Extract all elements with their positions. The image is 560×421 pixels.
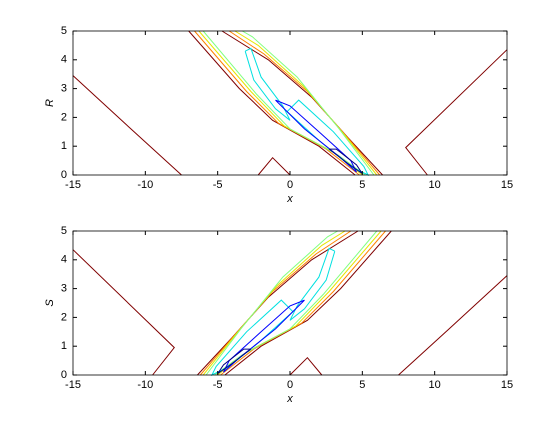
- x-tick-label: 10: [429, 179, 441, 191]
- y-tick-label: 3: [61, 283, 67, 295]
- x-tick-label: 10: [429, 379, 441, 391]
- y-tick-label: 4: [61, 254, 67, 266]
- y-tick-label: 0: [61, 369, 67, 381]
- x-tick-label: -5: [213, 379, 223, 391]
- contour-line: [72, 230, 508, 376]
- contour-line: [202, 230, 382, 376]
- x-tick-label: -15: [65, 179, 81, 191]
- contour-line: [217, 348, 252, 375]
- x-axis-label: x: [286, 393, 293, 405]
- contour-line: [202, 30, 375, 176]
- y-tick-label: 5: [61, 225, 67, 237]
- x-tick-label: 5: [359, 379, 365, 391]
- x-tick-label: 0: [287, 179, 293, 191]
- contour-line: [328, 148, 363, 175]
- y-axis-label: S: [44, 299, 56, 307]
- x-tick-label: 15: [501, 179, 513, 191]
- y-tick-label: 3: [61, 83, 67, 95]
- x-tick-label: 0: [287, 379, 293, 391]
- contour-line: [223, 299, 305, 373]
- x-tick-label: 5: [359, 179, 365, 191]
- axes-box: [72, 30, 508, 176]
- y-tick-label: 4: [61, 54, 67, 66]
- y-axis-label: R: [44, 99, 56, 107]
- y-tick-label: 2: [61, 311, 67, 323]
- contour-line: [205, 230, 378, 376]
- y-tick-label: 0: [61, 169, 67, 181]
- y-tick-label: 5: [61, 25, 67, 37]
- contour-line: [275, 99, 357, 173]
- x-tick-label: -10: [137, 379, 153, 391]
- y-tick-label: 1: [61, 140, 67, 152]
- x-axis-label: x: [286, 193, 293, 205]
- y-tick-label: 1: [61, 340, 67, 352]
- x-tick-label: -10: [137, 179, 153, 191]
- x-tick-label: 15: [501, 379, 513, 391]
- axes-box: [72, 230, 508, 376]
- x-tick-label: -15: [65, 379, 81, 391]
- contour-line: [198, 30, 378, 176]
- y-tick-label: 2: [61, 111, 67, 123]
- x-tick-label: -5: [213, 179, 223, 191]
- contour-line: [72, 30, 508, 176]
